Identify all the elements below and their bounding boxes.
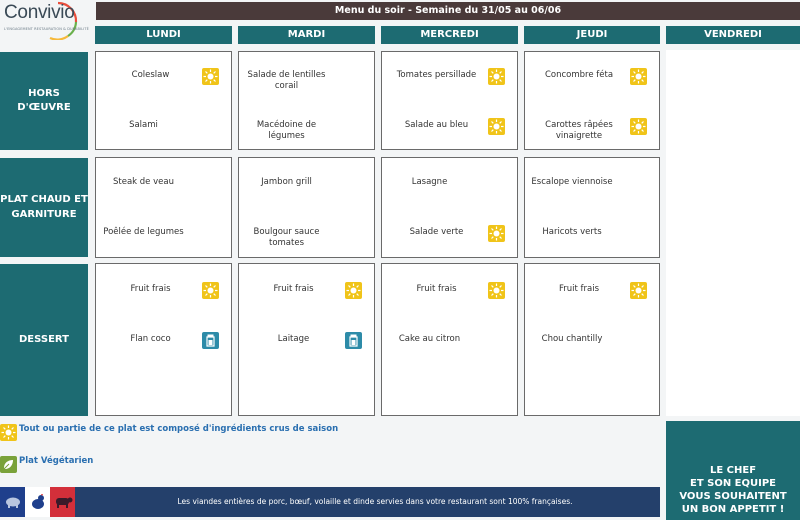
row-label-line: GARNITURE [11,208,77,220]
logo-name: Convivio [4,2,75,23]
menu-cell-dessert-mardi: Fruit frais Laitage [238,263,375,416]
dish-name: Fruit frais [273,284,314,294]
menu-cell-hors-doeuvre-mercredi: Tomates persillade Salade au bleu [381,51,518,150]
menu-cell-dessert-mercredi: Fruit frais Cake au citron [381,263,518,416]
convivio-logo: Convivio L'ENGAGEMENT RESTAURATION & DUR… [0,0,92,44]
dish-name: Cake au citron [398,334,461,344]
day-header-mardi: MARDI [238,26,375,44]
dish-name: Salami [129,120,158,130]
row-label-line: DESSERT [19,333,69,345]
footer-text: Les viandes entières de porc, bœuf, vola… [177,497,573,506]
friday-column [666,50,800,416]
row-label-line: PLAT CHAUD ET [0,194,88,205]
chef-line: LE CHEF [709,465,757,476]
sun-icon [488,68,505,85]
dish-name: Tomates persillade [396,70,477,80]
dish-name: Salade verte [409,227,464,237]
chicken-icon [25,487,50,517]
dish-name: Salade de lentilles corail [247,70,326,91]
dish-name: Boulgour sauce tomates [253,227,320,248]
menu-cell-plat-jeudi: Escalope viennoise Haricots verts [524,157,660,258]
footer-bar [0,487,660,517]
legend-sun-icon [0,424,17,441]
sun-icon [488,282,505,299]
sun-icon [202,282,219,299]
dish-name: Carottes râpées vinaigrette [545,120,613,141]
dish-name: Escalope viennoise [531,177,613,187]
sun-icon [630,68,647,85]
legend-season-text: Tout ou partie de ce plat est composé d'… [19,424,339,434]
sun-icon [488,118,505,135]
dish-name: Jambon grill [261,177,312,187]
legend-vegetarian-icon [0,456,17,473]
menu-cell-plat-mardi: Jambon grill Boulgour sauce tomates [238,157,375,258]
chef-line: UN BON APPETIT ! [681,504,785,515]
menu-title: Menu du soir - Semaine du 31/05 au 06/06 [96,2,800,20]
menu-cell-plat-lundi: Steak de veau Poêlée de legumes [95,157,232,258]
legend-vegetarian-text: Plat Végétarien [19,456,94,466]
dish-name: Steak de veau [113,177,174,187]
dish-name: Salade au bleu [404,120,469,130]
menu-cell-dessert-jeudi: Fruit frais Chou chantilly [524,263,660,416]
row-label-plat: PLAT CHAUD ET GARNITURE [0,158,88,257]
sun-icon [630,282,647,299]
logo-tagline: L'ENGAGEMENT RESTAURATION & DURABILITÉ [4,27,89,31]
dish-name: Coleslaw [131,70,170,80]
dish-name: Poêlée de legumes [103,227,184,237]
menu-cell-hors-doeuvre-lundi: Coleslaw Salami [95,51,232,150]
menu-cell-hors-doeuvre-jeudi: Concombre féta Carottes râpées vinaigrett… [524,51,660,150]
menu-cell-plat-mercredi: Lasagne Salade verte [381,157,518,258]
day-header-mercredi: MERCREDI [381,26,518,44]
chef-line: VOUS SOUHAITENT [679,491,787,502]
origin-flags [0,487,76,517]
sun-icon [630,118,647,135]
sun-icon [488,225,505,242]
day-header-vendredi: VENDREDI [666,26,800,44]
row-label-line: HORS D'ŒUVRE [17,87,71,114]
dish-name: Chou chantilly [541,334,603,344]
dish-name: Macédoine de légumes [256,120,317,141]
dish-name: Fruit frais [130,284,171,294]
dairy-icon [202,332,219,349]
sun-icon [345,282,362,299]
sun-icon [202,68,219,85]
dish-name: Lasagne [411,177,448,187]
dish-name: Fruit frais [416,284,457,294]
pig-icon [0,487,25,517]
chef-line: ET SON EQUIPE [689,478,777,489]
dish-name: Flan coco [130,334,171,344]
dish-name: Fruit frais [558,284,600,294]
chef-message: LE CHEF ET SON EQUIPE VOUS SOUHAITENT UN… [666,421,800,520]
row-label-dessert: DESSERT [0,264,88,416]
menu-cell-dessert-lundi: Fruit frais Flan coco [95,263,232,416]
day-header-lundi: LUNDI [95,26,232,44]
dish-name: Haricots verts [542,227,602,237]
logo-arc-icon [49,1,78,40]
dish-name: Concombre féta [544,70,614,80]
day-header-jeudi: JEUDI [524,26,660,44]
cow-icon [50,487,75,517]
menu-cell-hors-doeuvre-mardi: Salade de lentilles corail Macédoine de l… [238,51,375,150]
dairy-icon [345,332,362,349]
row-label-hors-doeuvre: HORS D'ŒUVRE [0,52,88,150]
dish-name: Laitage [277,334,310,344]
